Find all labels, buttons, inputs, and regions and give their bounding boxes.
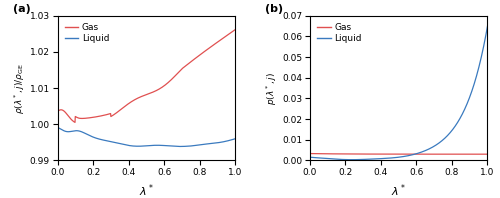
Legend: Gas, Liquid: Gas, Liquid (314, 20, 364, 46)
Y-axis label: $\rho(\lambda^*, j)/\rho_{\mathrm{GE}}$: $\rho(\lambda^*, j)/\rho_{\mathrm{GE}}$ (12, 63, 27, 114)
Text: (a): (a) (13, 4, 31, 13)
X-axis label: $\lambda^*$: $\lambda^*$ (391, 183, 406, 198)
Text: (b): (b) (266, 4, 283, 13)
Y-axis label: $p(\lambda^*, j)$: $p(\lambda^*, j)$ (265, 72, 280, 105)
Legend: Gas, Liquid: Gas, Liquid (62, 20, 112, 46)
X-axis label: $\lambda^*$: $\lambda^*$ (139, 183, 154, 198)
